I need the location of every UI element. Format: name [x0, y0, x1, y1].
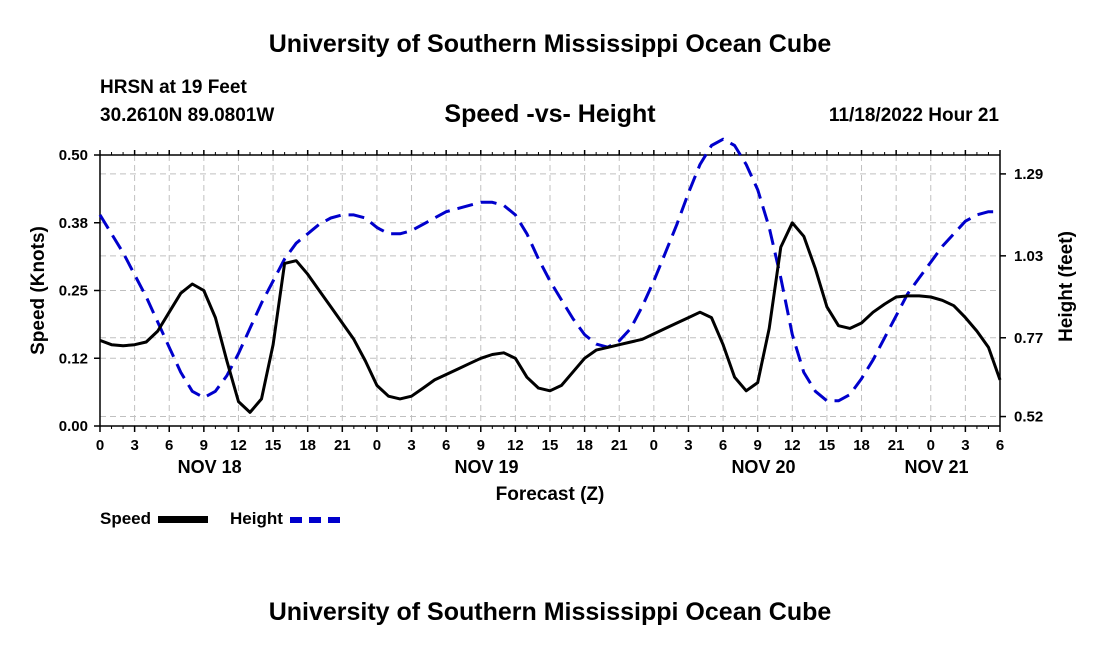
- y2-tick-label: 0.77: [1014, 330, 1043, 347]
- x-tick-label: 3: [407, 437, 415, 454]
- x-tick-label: 21: [334, 437, 351, 454]
- y-tick-label: 0.50: [59, 147, 88, 164]
- footer-title: University of Southern Mississippi Ocean…: [268, 598, 832, 626]
- x-tick-label: 18: [853, 437, 870, 454]
- chart-subtitle: Speed -vs- Height: [444, 100, 656, 128]
- legend-item-height: Height: [230, 509, 340, 529]
- x-tick-label: 9: [477, 437, 485, 454]
- station-label: HRSN at 19 Feet: [100, 77, 247, 98]
- y-tick-label: 0.38: [59, 215, 88, 232]
- legend-item-speed: Speed: [100, 509, 208, 529]
- x-tick-label: 3: [130, 437, 138, 454]
- x-tick-label: 6: [996, 437, 1004, 454]
- legend-swatch-height: [289, 516, 340, 523]
- x-tick-label: 6: [165, 437, 173, 454]
- x-tick-label: 6: [442, 437, 450, 454]
- x-tick-label: 3: [684, 437, 692, 454]
- x-tick-label: 6: [719, 437, 727, 454]
- x-tick-label: 0: [927, 437, 935, 454]
- legend-swatch-speed: [157, 516, 208, 524]
- x-tick-label: 9: [200, 437, 208, 454]
- legend-label-height: Height: [230, 509, 283, 528]
- y-tick-label: 0.25: [59, 283, 88, 300]
- x-day-label: NOV 21: [905, 457, 969, 477]
- series-line-speed: [99, 221, 1002, 414]
- y2-tick-label: 1.03: [1014, 248, 1043, 265]
- y-axis-title: Speed (Knots): [28, 226, 49, 355]
- x-tick-label: 12: [230, 437, 247, 454]
- x-tick-label: 0: [373, 437, 381, 454]
- x-day-label: NOV 20: [731, 457, 795, 477]
- y2-axis-title: Height (feet): [1056, 231, 1077, 342]
- x-tick-label: 18: [576, 437, 593, 454]
- x-tick-label: 21: [888, 437, 905, 454]
- y2-tick-label: 0.52: [1014, 409, 1043, 426]
- x-tick-label: 0: [96, 437, 104, 454]
- y-tick-label: 0.00: [59, 418, 88, 435]
- x-tick-label: 18: [299, 437, 316, 454]
- forecast-datetime: 11/18/2022 Hour 21: [828, 105, 999, 126]
- x-tick-label: 12: [784, 437, 801, 454]
- x-tick-label: 21: [611, 437, 628, 454]
- x-tick-label: 0: [650, 437, 658, 454]
- x-axis-title: Forecast (Z): [496, 484, 605, 505]
- y2-tick-label: 1.29: [1014, 166, 1043, 183]
- x-day-label: NOV 19: [455, 457, 519, 477]
- x-day-label: NOV 18: [178, 457, 242, 477]
- station-coordinates: 30.2610N 89.0801W: [100, 105, 275, 126]
- x-tick-label: 12: [507, 437, 524, 454]
- x-tick-label: 9: [754, 437, 762, 454]
- x-tick-label: 3: [961, 437, 969, 454]
- x-tick-label: 15: [819, 437, 836, 454]
- x-tick-label: 15: [265, 437, 282, 454]
- page-title: University of Southern Mississippi Ocean…: [268, 30, 832, 58]
- x-tick-label: 15: [542, 437, 559, 454]
- legend-label-speed: Speed: [100, 509, 152, 528]
- y-tick-label: 0.12: [59, 350, 88, 367]
- series-line-height: [98, 137, 1000, 403]
